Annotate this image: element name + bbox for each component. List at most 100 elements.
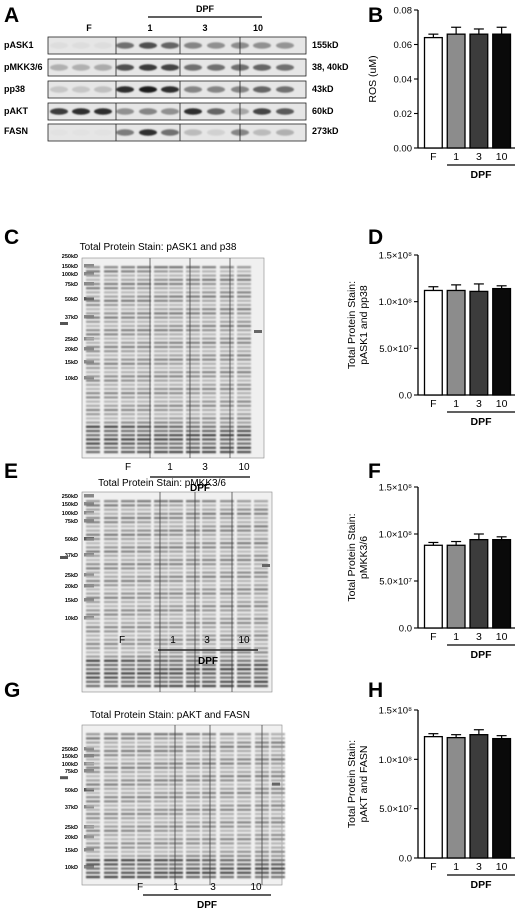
blot-band	[276, 108, 294, 115]
gel-band	[237, 434, 251, 437]
gel-band	[154, 766, 168, 769]
gel-band	[202, 676, 216, 679]
gel-band	[137, 621, 151, 625]
gel-band	[237, 333, 251, 336]
gel-band	[169, 354, 183, 357]
gel-band	[137, 546, 151, 549]
gel-band	[104, 800, 118, 803]
gel-band	[86, 537, 100, 541]
gel-band	[237, 450, 251, 454]
gel-band	[169, 567, 183, 570]
gel-band	[237, 521, 251, 524]
blot-band	[276, 129, 294, 136]
gel-band	[220, 542, 234, 545]
gel-band	[186, 668, 200, 671]
gel-band	[137, 337, 151, 340]
gel-band	[104, 571, 118, 574]
gel-band	[137, 571, 151, 574]
gel-band	[86, 655, 100, 658]
gel-band	[220, 274, 234, 277]
gel-band	[154, 749, 168, 753]
gel-band	[86, 745, 100, 748]
gel-band	[137, 617, 151, 620]
gel-band	[104, 500, 118, 503]
gel-band	[154, 791, 168, 795]
gel-band	[237, 558, 251, 562]
ladder-band	[84, 519, 94, 523]
gel-band	[169, 804, 183, 807]
gel-band	[220, 783, 234, 786]
gel-band	[254, 680, 268, 683]
gel-band	[237, 404, 251, 407]
blot-band	[94, 86, 112, 93]
gel-band	[186, 438, 200, 441]
gel-band	[121, 383, 135, 386]
gel-band	[154, 592, 168, 595]
gel-band	[186, 291, 200, 294]
gel-band	[121, 584, 135, 587]
gel-band	[121, 867, 135, 870]
gel-band	[186, 278, 200, 281]
gel-band	[220, 863, 234, 866]
gel-band	[86, 287, 100, 290]
gel-band	[86, 588, 100, 591]
gel-band	[137, 672, 151, 675]
gel-band	[202, 863, 216, 866]
blot-band	[184, 108, 202, 115]
gel-band	[254, 676, 268, 679]
gel-band	[202, 626, 216, 629]
gel-band	[186, 875, 200, 879]
gel-band	[202, 596, 216, 599]
gel-band	[121, 800, 135, 803]
gel-band	[121, 442, 135, 445]
gel-band	[86, 500, 100, 503]
gel-lane-label: 3	[202, 462, 208, 473]
gel-band	[154, 779, 168, 782]
gel-band	[186, 324, 200, 328]
gel-band	[237, 626, 251, 629]
gel-band	[154, 854, 168, 858]
gel-band	[137, 387, 151, 391]
gel-band	[86, 312, 100, 315]
blot-band	[184, 64, 202, 71]
gel-band	[104, 270, 118, 273]
gel-band	[169, 337, 183, 340]
gel-band	[121, 434, 135, 437]
gel-band	[154, 626, 168, 629]
gel-band	[220, 567, 234, 570]
gel-band	[104, 817, 118, 820]
gel-band	[104, 404, 118, 407]
gel-band	[104, 303, 118, 307]
gel-band	[186, 596, 200, 599]
gel-band	[220, 396, 234, 399]
gel-band	[202, 400, 216, 403]
gel-band	[202, 413, 216, 416]
gel-band	[104, 754, 118, 757]
gel-band	[202, 775, 216, 778]
gel-band	[104, 638, 118, 641]
gel-band	[169, 358, 183, 361]
gel-band	[104, 676, 118, 679]
gel-band	[237, 291, 251, 294]
gel-band	[220, 817, 234, 820]
gel-band	[121, 651, 135, 654]
gel-band	[237, 546, 251, 549]
gel-band	[220, 291, 234, 294]
gel-lane-label: 10	[238, 462, 250, 473]
gel-band	[202, 341, 216, 344]
gel-band	[86, 779, 100, 782]
gel-band	[254, 655, 268, 658]
gel-band	[169, 525, 183, 528]
gel-band	[254, 542, 268, 545]
gel-band	[137, 375, 151, 378]
gel-band	[271, 779, 285, 782]
gel-band	[237, 442, 251, 445]
gel-band	[104, 758, 118, 761]
ladder-label: 37kD	[65, 553, 78, 559]
gel-band	[121, 329, 135, 332]
gel-band	[220, 745, 234, 748]
gel-band	[154, 274, 168, 277]
blot-band	[116, 108, 134, 115]
gel-band	[154, 741, 168, 744]
gel-band	[137, 525, 151, 528]
